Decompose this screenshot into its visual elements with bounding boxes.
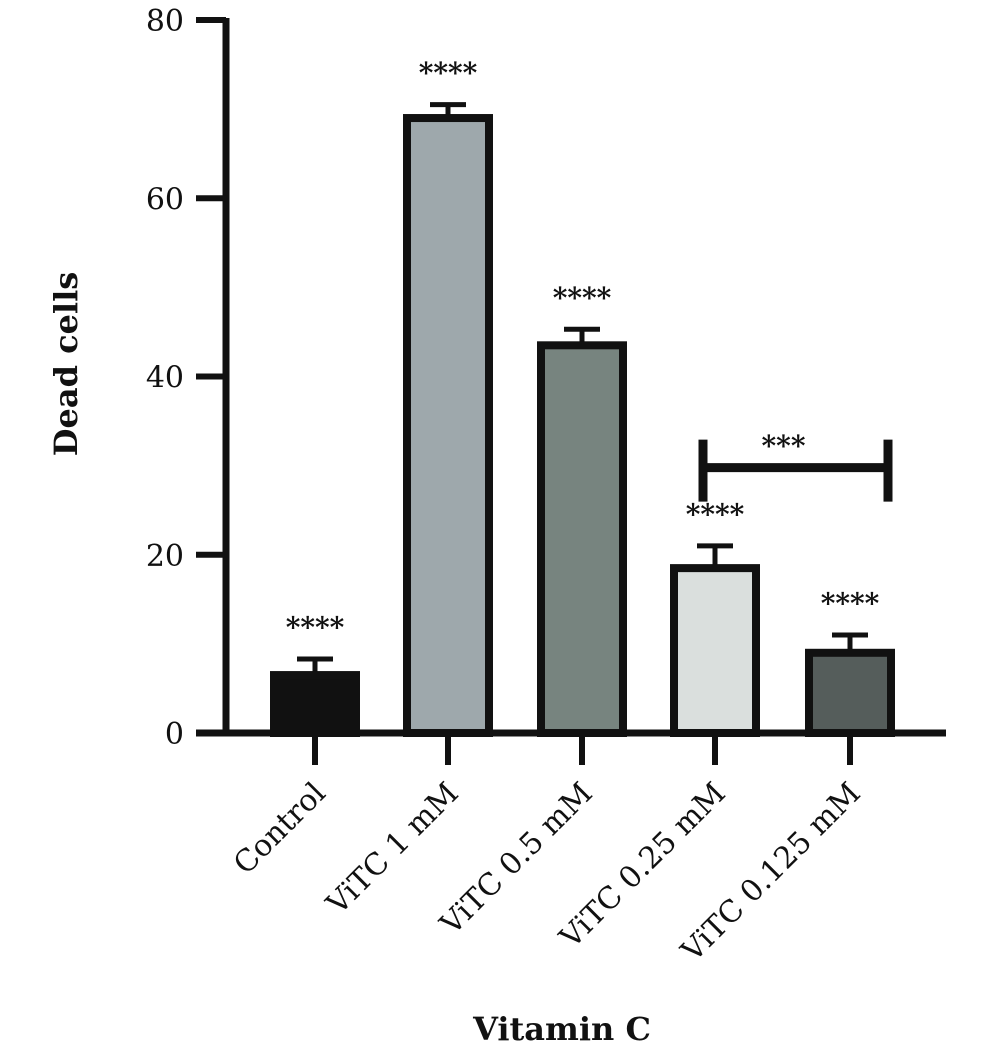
- significance-label-1: ****: [419, 57, 478, 90]
- y-ticks: 0 20 40 60 80: [146, 4, 226, 752]
- x-tick-label-0: Control: [227, 776, 333, 882]
- bar-3: [670, 564, 760, 738]
- y-tick-label-80: 80: [146, 4, 184, 39]
- y-tick-label-60: 60: [146, 182, 184, 217]
- y-axis-title: Dead cells: [47, 272, 85, 457]
- bar-1: [403, 114, 493, 738]
- bar-4: [805, 648, 895, 737]
- y-tick-label-40: 40: [146, 361, 184, 396]
- significance-label-4: ****: [821, 587, 880, 620]
- significance-label-3: ****: [686, 498, 745, 531]
- y-tick-label-0: 0: [165, 717, 184, 752]
- x-axis-title: Vitamin C: [472, 1010, 651, 1048]
- bar-0: [270, 671, 360, 737]
- comparison-bracket: ***: [698, 430, 893, 502]
- y-tick-label-20: 20: [146, 539, 184, 574]
- comparison-label: ***: [762, 430, 806, 463]
- bar-2: [537, 341, 627, 737]
- x-tick-label-1: ViTC 1 mM: [319, 776, 465, 922]
- significance-label-2: ****: [553, 281, 612, 314]
- bars: **** **** **** **** ****: [270, 57, 895, 738]
- significance-label-0: ****: [286, 611, 345, 644]
